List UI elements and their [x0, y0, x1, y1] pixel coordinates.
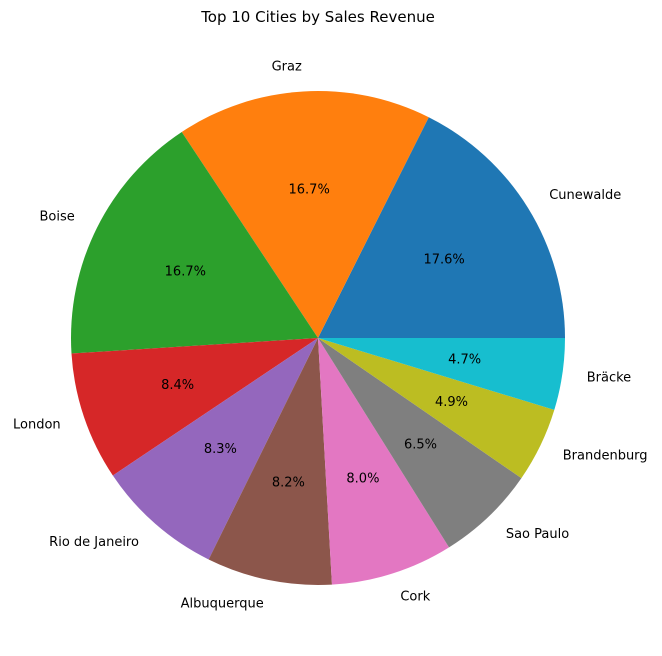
chart-title: Top 10 Cities by Sales Revenue [200, 8, 435, 26]
pie-slice-brandenburg [318, 338, 555, 479]
pct-label-rio-de-janeiro: 8.3% [204, 442, 237, 457]
pct-label-albuquerque: 8.2% [272, 476, 305, 491]
pie-slice-bracke [318, 338, 565, 410]
slice-label-london: London [13, 418, 61, 433]
pct-label-cork: 8.0% [346, 472, 379, 487]
slice-label-cork: Cork [400, 589, 430, 604]
pie-slice-boise [70, 131, 318, 354]
pie-slice-graz [181, 91, 429, 338]
pie-slice-rio-de-janeiro [112, 338, 319, 560]
slice-label-sao-paulo: Sao Paulo [506, 527, 569, 542]
slice-label-albuquerque: Albuquerque [181, 597, 264, 612]
pct-label-graz: 16.7% [289, 183, 330, 198]
pie-slice-cunewalde [318, 117, 565, 339]
pct-label-london: 8.4% [161, 378, 194, 393]
slice-label-brandenburg: Brandenburg [563, 448, 648, 463]
slice-label-graz: Graz [272, 59, 302, 74]
slice-label-cunewalde: Cunewalde [549, 188, 621, 203]
pct-label-brandenburg: 4.9% [435, 395, 468, 410]
pie-labels: Cunewalde 17.6% Graz 16.7% Boise 16.7% London 8… [13, 59, 648, 611]
pie-slice-cork [318, 338, 450, 585]
slice-label-bracke: Bräcke [587, 370, 631, 385]
pct-label-cunewalde: 17.6% [423, 253, 464, 268]
pct-label-sao-paulo: 6.5% [404, 438, 437, 453]
pie-slice-london [71, 338, 318, 476]
slice-label-rio-de-janeiro: Rio de Janeiro [49, 535, 139, 550]
pie-slices [70, 91, 565, 585]
pct-label-bracke: 4.7% [448, 352, 481, 367]
pct-label-boise: 16.7% [165, 264, 206, 279]
slice-label-boise: Boise [39, 209, 74, 224]
pie-slice-albuquerque [208, 338, 332, 585]
pie-slice-sao-paulo [318, 338, 522, 548]
